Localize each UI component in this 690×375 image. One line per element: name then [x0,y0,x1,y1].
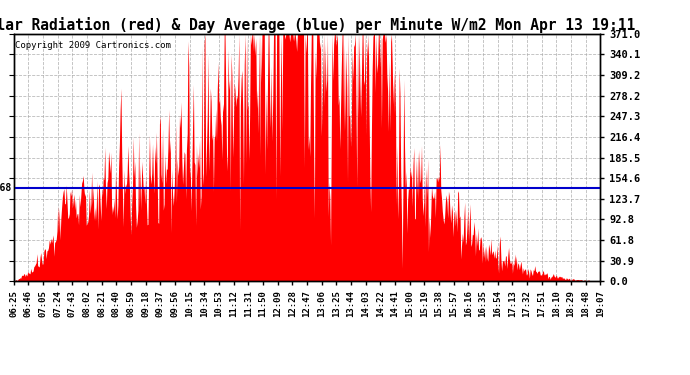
Text: 139.68: 139.68 [0,183,12,193]
Text: Copyright 2009 Cartronics.com: Copyright 2009 Cartronics.com [15,41,171,50]
Title: Solar Radiation (red) & Day Average (blue) per Minute W/m2 Mon Apr 13 19:11: Solar Radiation (red) & Day Average (blu… [0,16,635,33]
